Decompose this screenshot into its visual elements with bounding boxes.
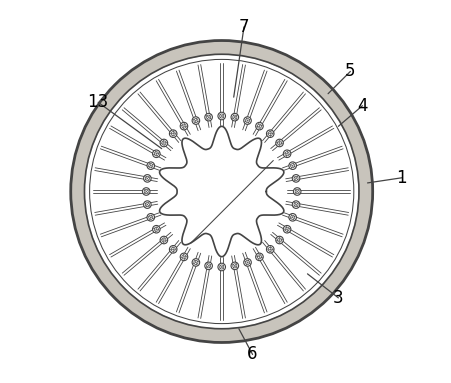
Polygon shape [70,41,372,342]
Circle shape [255,253,262,261]
Text: 1: 1 [396,169,406,187]
Circle shape [147,162,154,169]
Circle shape [152,226,160,233]
Circle shape [217,112,225,120]
Polygon shape [159,126,283,257]
Circle shape [160,236,167,244]
Circle shape [84,54,358,329]
Circle shape [275,139,283,147]
Circle shape [283,150,290,157]
Circle shape [266,130,273,137]
Circle shape [275,236,283,244]
Circle shape [266,246,273,253]
Text: 6: 6 [247,345,257,363]
Circle shape [288,162,296,169]
Circle shape [292,201,299,208]
Text: 3: 3 [332,289,343,307]
Circle shape [204,262,212,270]
Circle shape [217,263,225,271]
Circle shape [243,117,251,124]
Circle shape [192,117,199,124]
Text: 5: 5 [345,62,355,80]
Circle shape [204,113,212,121]
Text: 4: 4 [356,97,367,115]
Circle shape [152,150,160,157]
Circle shape [243,259,251,266]
Circle shape [288,214,296,221]
Circle shape [169,130,177,137]
Circle shape [169,246,177,253]
Circle shape [255,122,262,130]
Circle shape [180,122,187,130]
Circle shape [143,201,151,208]
Circle shape [142,188,150,195]
Circle shape [143,175,151,182]
Circle shape [230,262,238,270]
Circle shape [230,113,238,121]
Circle shape [192,259,199,266]
Text: 13: 13 [87,93,109,111]
Circle shape [292,175,299,182]
Circle shape [147,214,154,221]
Text: 7: 7 [238,18,249,36]
Circle shape [283,226,290,233]
Circle shape [180,253,187,261]
Circle shape [293,188,300,195]
Circle shape [160,139,167,147]
